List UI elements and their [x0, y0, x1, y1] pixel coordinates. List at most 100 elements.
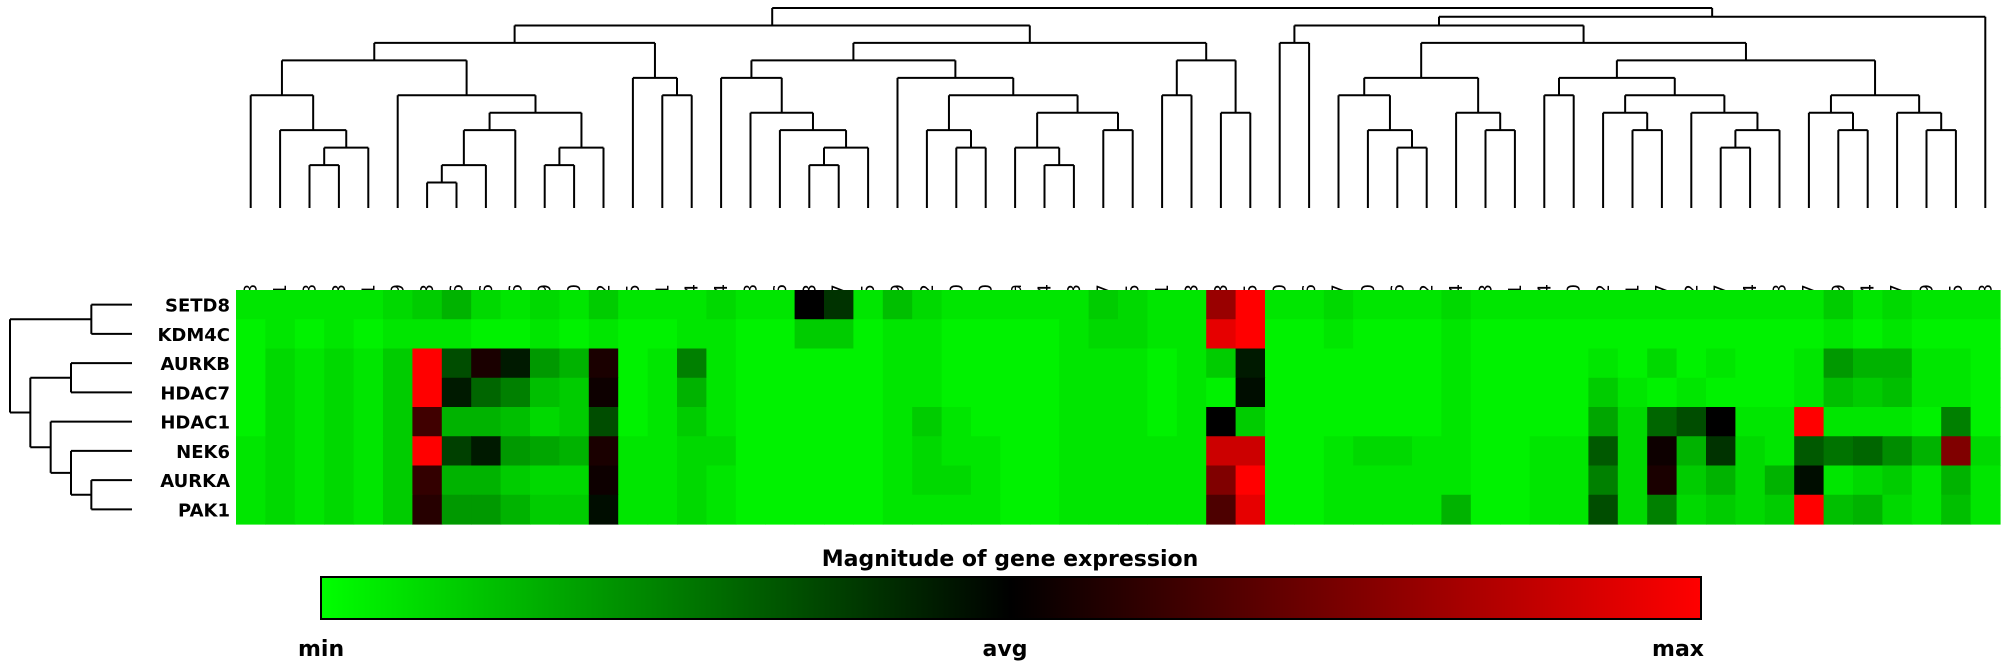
heatmap-cell: [971, 377, 1001, 408]
row-label: HDAC1: [160, 413, 230, 434]
heatmap-cell: [1794, 407, 1825, 437]
heatmap-cell: [1647, 407, 1678, 437]
heatmap-cell: [1470, 436, 1501, 467]
heatmap-cell: [353, 290, 384, 320]
heatmap-cell: [383, 377, 413, 408]
heatmap-cell: [1970, 436, 2001, 467]
heatmap-cell: [1794, 465, 1825, 496]
heatmap-cell: [618, 465, 649, 496]
heatmap-cell: [1323, 407, 1354, 437]
heatmap-cell: [647, 319, 678, 350]
heatmap-cell: [1706, 465, 1736, 496]
heatmap-cell: [1265, 436, 1295, 467]
heatmap-cell: [1559, 348, 1589, 379]
heatmap-cell: [1735, 319, 1766, 350]
heatmap-cell: [324, 465, 355, 496]
heatmap-cell: [1617, 436, 1648, 467]
heatmap-cell: [1147, 407, 1178, 437]
heatmap-cell: [618, 436, 649, 467]
heatmap-cell: [383, 319, 413, 350]
heatmap-cell: [765, 377, 796, 408]
heatmap-cell: [735, 348, 766, 379]
heatmap-cell: [1735, 348, 1766, 379]
heatmap-cell: [1206, 348, 1237, 379]
heatmap-cell: [1088, 290, 1119, 320]
heatmap-cell: [559, 407, 590, 437]
heatmap-cell: [1559, 407, 1589, 437]
heatmap-cell: [1323, 465, 1354, 496]
heatmap-cell: [1559, 319, 1589, 350]
heatmap-cell: [1735, 377, 1766, 408]
heatmap-cell: [618, 290, 649, 320]
heatmap-cell: [1470, 348, 1501, 379]
heatmap-cell: [294, 407, 325, 437]
heatmap-cell: [1911, 348, 1942, 379]
heatmap-cell: [1559, 290, 1589, 320]
heatmap-cell: [1441, 290, 1472, 320]
row-dendrogram: [9, 303, 132, 511]
heatmap-cell: [1382, 290, 1413, 320]
heatmap-cell: [441, 377, 472, 408]
heatmap-cell: [882, 290, 913, 320]
heatmap-cell: [265, 436, 296, 467]
heatmap-cell: [647, 348, 678, 379]
heatmap-cell: [706, 290, 737, 320]
heatmap-cell: [1412, 465, 1442, 496]
heatmap-cell: [588, 407, 619, 437]
heatmap-cell: [1265, 407, 1295, 437]
heatmap-cell: [824, 407, 854, 437]
heatmap-cell: [1617, 494, 1648, 525]
heatmap-cell: [1647, 377, 1678, 408]
heatmap-cell: [794, 290, 825, 320]
row-label: PAK1: [178, 500, 230, 521]
heatmap-cell: [1147, 436, 1178, 467]
heatmap-cell: [530, 494, 560, 525]
heatmap-cell: [1764, 465, 1795, 496]
heatmap-cell: [1794, 319, 1825, 350]
heatmap-cell: [294, 319, 325, 350]
row-label: AURKA: [160, 471, 230, 492]
heatmap-cell: [882, 319, 913, 350]
heatmap-cell: [1764, 290, 1795, 320]
heatmap-cell: [383, 407, 413, 437]
heatmap-cell: [1382, 377, 1413, 408]
heatmap-cell: [735, 407, 766, 437]
heatmap-cell: [824, 290, 854, 320]
heatmap-cell: [441, 348, 472, 379]
heatmap-cell: [1265, 290, 1295, 320]
heatmap-cell: [618, 348, 649, 379]
heatmap-cell: [236, 348, 266, 379]
heatmap-cell: [1412, 319, 1442, 350]
heatmap-cell: [706, 436, 737, 467]
heatmap-cell: [559, 436, 590, 467]
heatmap-cell: [353, 319, 384, 350]
heatmap-cell: [1470, 407, 1501, 437]
heatmap-cell: [1617, 465, 1648, 496]
heatmap-cell: [1823, 465, 1854, 496]
heatmap-cell: [294, 290, 325, 320]
heatmap-cell: [1412, 494, 1442, 525]
heatmap-cell: [765, 407, 796, 437]
heatmap-cell: [1323, 377, 1354, 408]
heatmap-cells: [236, 290, 2001, 525]
heatmap-cell: [1441, 377, 1472, 408]
heatmap-cell: [1823, 319, 1854, 350]
heatmap-cell: [1941, 377, 1972, 408]
heatmap-cell: [941, 319, 972, 350]
heatmap-cell: [1882, 407, 1913, 437]
heatmap-cell: [294, 377, 325, 408]
heatmap-cell: [824, 319, 854, 350]
heatmap-cell: [1147, 319, 1178, 350]
heatmap-cell: [500, 319, 531, 350]
heatmap-cell: [853, 436, 884, 467]
heatmap-cell: [1029, 290, 1060, 320]
heatmap-cell: [1294, 319, 1325, 350]
heatmap-cell: [1617, 290, 1648, 320]
heatmap-cell: [500, 494, 531, 525]
heatmap-cell: [853, 494, 884, 525]
heatmap-cell: [1029, 436, 1060, 467]
heatmap-cell: [236, 436, 266, 467]
heatmap-cell: [1029, 377, 1060, 408]
heatmap-cell: [236, 407, 266, 437]
heatmap-cell: [353, 494, 384, 525]
